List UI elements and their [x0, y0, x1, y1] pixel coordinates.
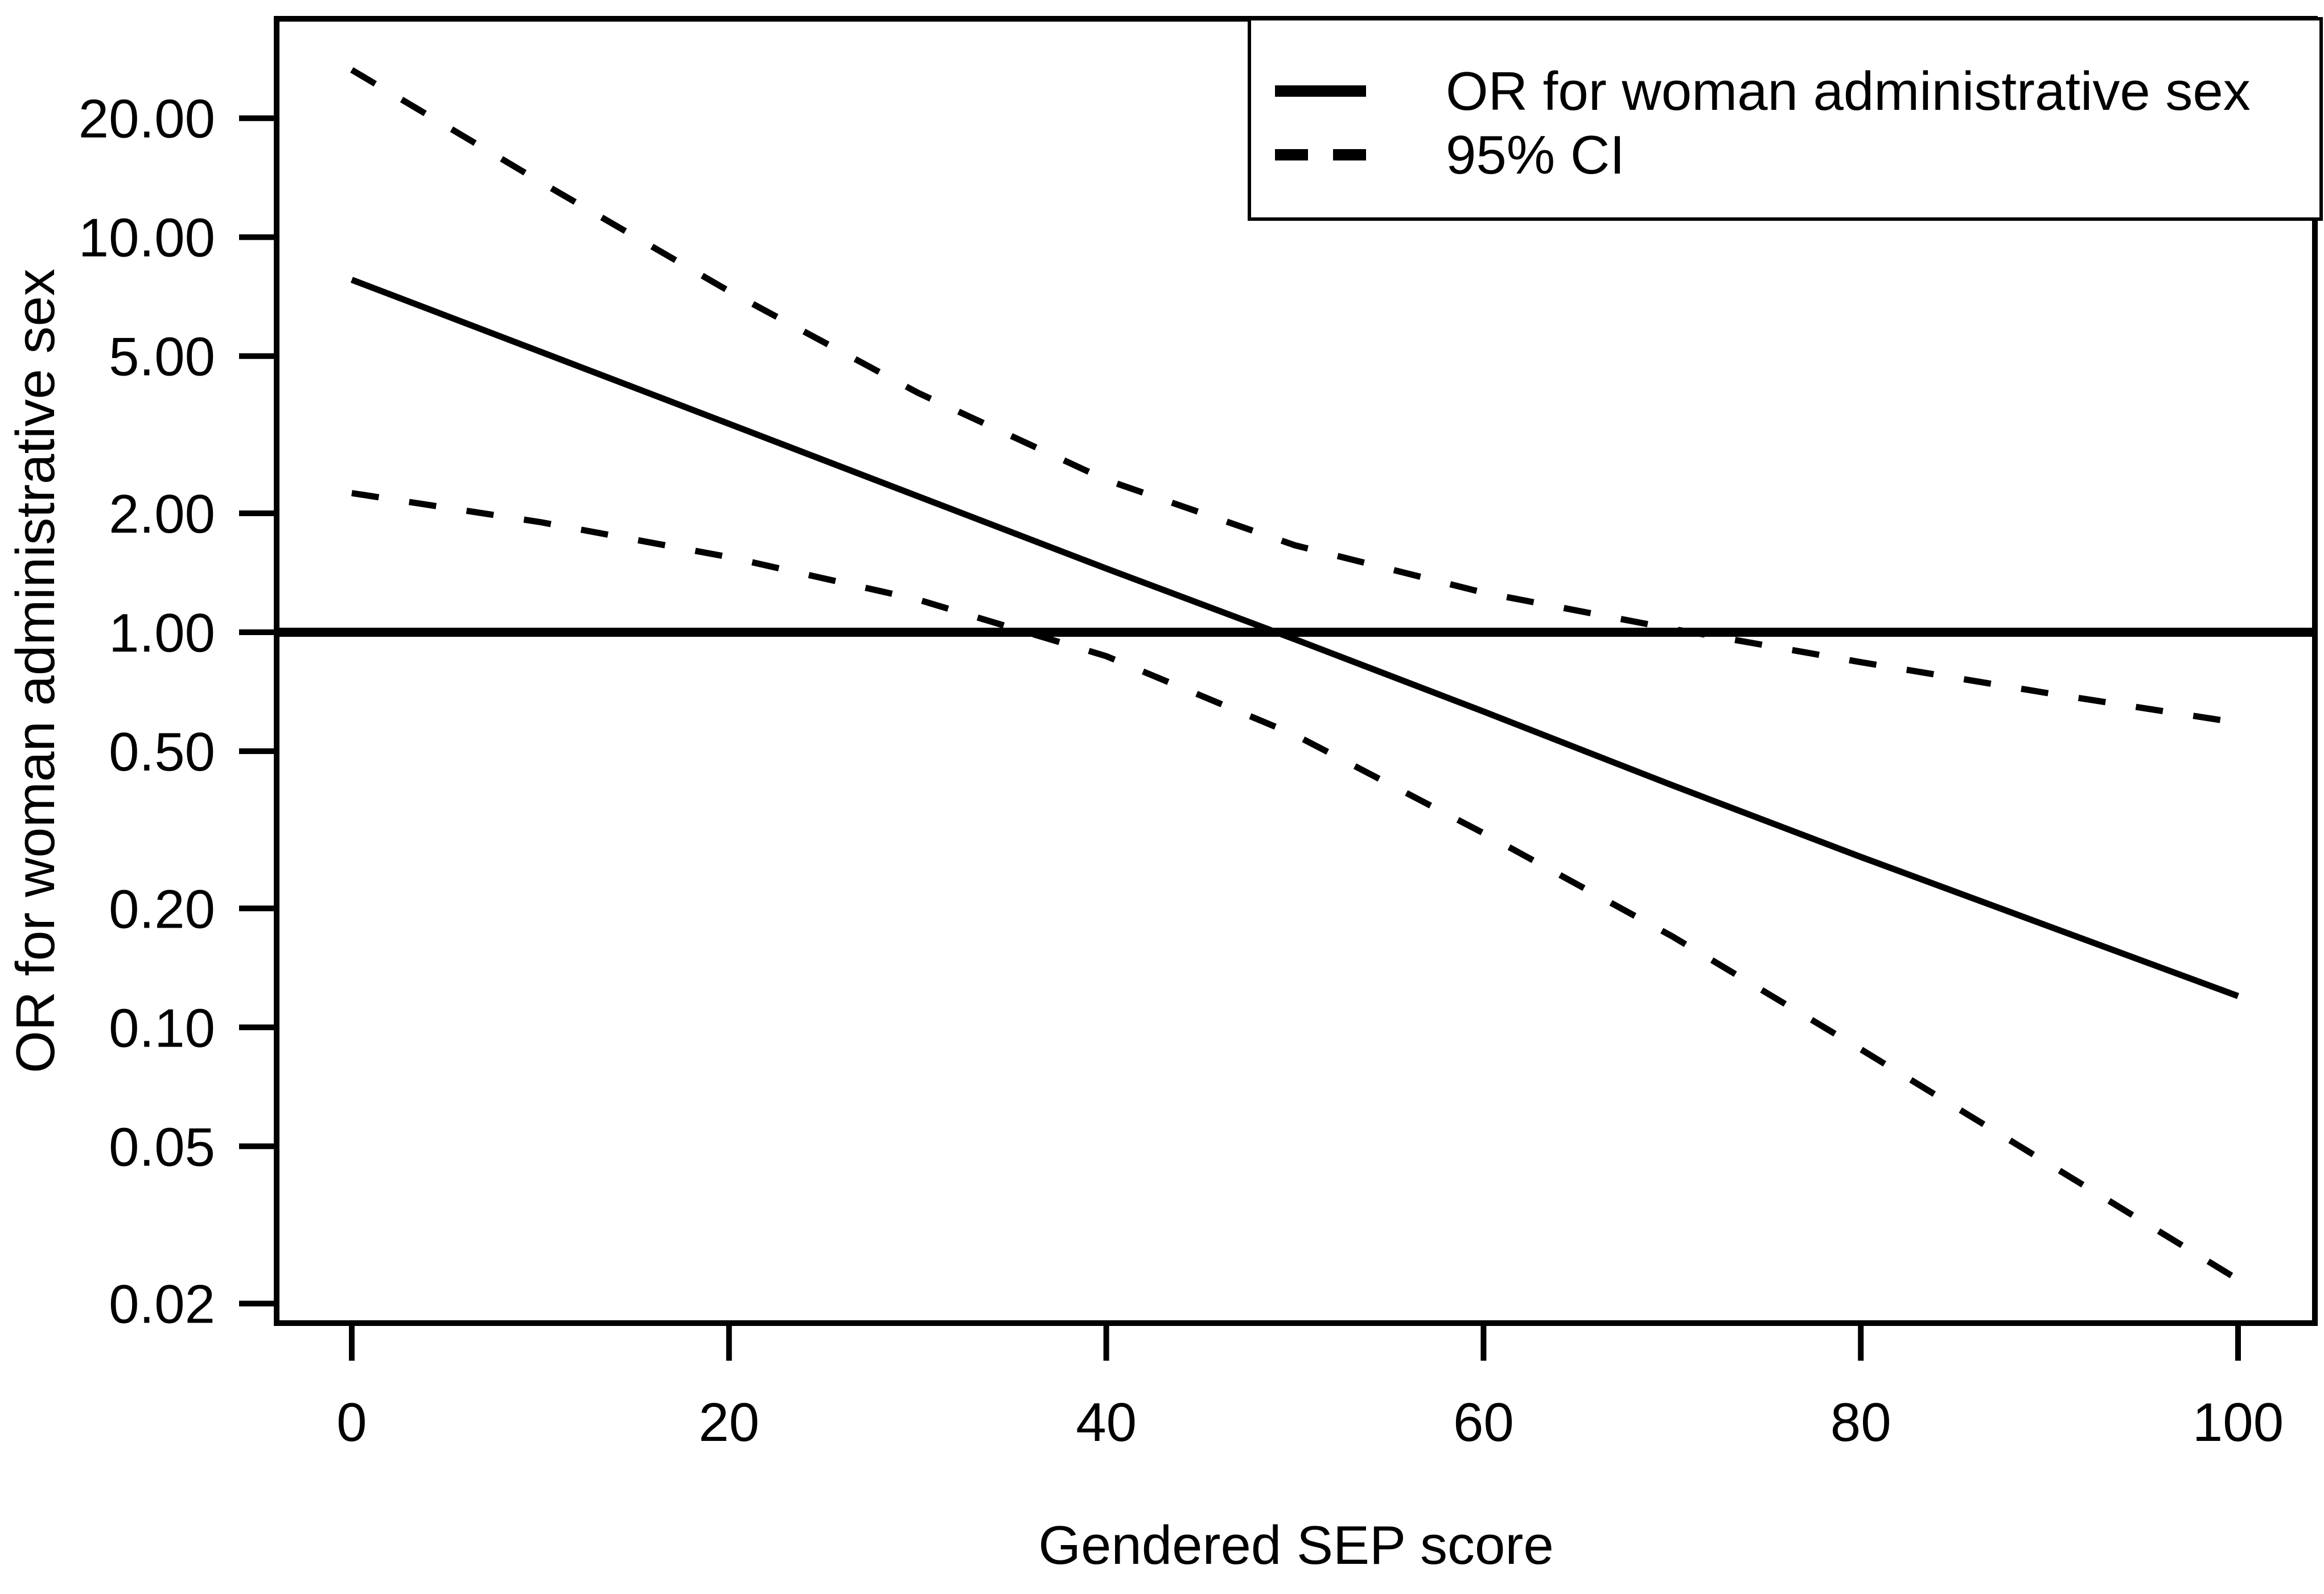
y-tick-label: 1.00 [109, 603, 215, 664]
ci-upper-curve [350, 67, 2239, 726]
y-axis-title: OR for woman administrative sex [5, 269, 66, 1073]
y-tick-label: 0.05 [109, 1117, 215, 1177]
or-curve [351, 277, 2239, 999]
y-tick-label: 2.00 [109, 484, 215, 545]
x-axis-ticks: 0 20 40 60 80 100 [336, 1323, 2284, 1453]
legend: OR for woman administrative sex 95% CI [1248, 17, 2323, 221]
x-axis-title: Gendered SEP score [1038, 1515, 1553, 1576]
legend-entry-or-label: OR for woman administrative sex [1446, 61, 2251, 122]
x-tick-label: 60 [1453, 1392, 1514, 1453]
y-tick-label: 5.00 [109, 327, 215, 388]
x-tick-label: 40 [1076, 1392, 1137, 1453]
x-tick-label: 80 [1831, 1392, 1891, 1453]
y-tick-label: 0.10 [109, 998, 215, 1058]
x-tick-label: 20 [698, 1392, 759, 1453]
data-curves [350, 67, 2240, 1283]
y-tick-label: 0.02 [109, 1274, 215, 1335]
legend-entry-ci-label: 95% CI [1446, 125, 1625, 186]
y-tick-label: 0.50 [109, 722, 215, 782]
x-tick-label: 100 [2193, 1392, 2284, 1453]
y-tick-label: 20.00 [79, 89, 215, 150]
legend-box [1248, 17, 2323, 221]
ci-lower-curve [351, 490, 2240, 1283]
x-tick-label: 0 [336, 1392, 367, 1453]
y-tick-label: 0.20 [109, 879, 215, 940]
y-tick-label: 10.00 [79, 208, 215, 269]
y-axis-ticks: 20.00 10.00 5.00 2.00 1.00 0.50 0.20 0.10 0.05 0.… [79, 89, 277, 1335]
